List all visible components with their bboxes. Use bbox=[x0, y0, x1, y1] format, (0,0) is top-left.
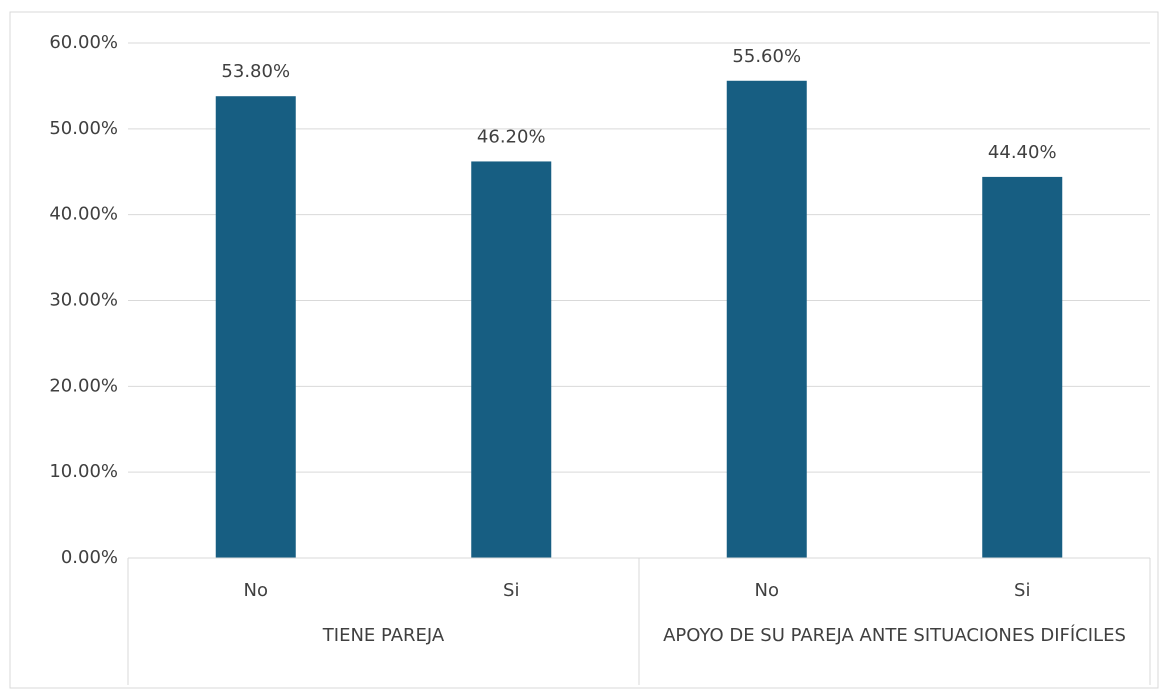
bar bbox=[215, 96, 296, 558]
y-tick-label: 50.00% bbox=[49, 118, 118, 139]
data-label: 53.80% bbox=[221, 61, 290, 82]
y-tick-label: 20.00% bbox=[49, 375, 118, 396]
y-tick-label: 60.00% bbox=[49, 32, 118, 53]
data-label: 44.40% bbox=[988, 142, 1057, 163]
y-tick-label: 40.00% bbox=[49, 204, 118, 225]
y-tick-label: 30.00% bbox=[49, 290, 118, 311]
bar bbox=[471, 161, 552, 558]
group-label: TIENE PAREJA bbox=[322, 625, 445, 646]
y-tick-label: 0.00% bbox=[61, 547, 118, 568]
data-label: 55.60% bbox=[732, 46, 801, 67]
x-tick-label: No bbox=[244, 580, 268, 601]
data-label: 46.20% bbox=[477, 126, 546, 147]
x-tick-label: Si bbox=[503, 580, 519, 601]
y-tick-label: 10.00% bbox=[49, 461, 118, 482]
bar bbox=[726, 80, 807, 559]
bar bbox=[982, 176, 1063, 558]
x-tick-label: Si bbox=[1014, 580, 1030, 601]
chart-border bbox=[9, 11, 1159, 689]
group-label: APOYO DE SU PAREJA ANTE SITUACIONES DIFÍ… bbox=[663, 625, 1126, 646]
x-tick-label: No bbox=[755, 580, 779, 601]
